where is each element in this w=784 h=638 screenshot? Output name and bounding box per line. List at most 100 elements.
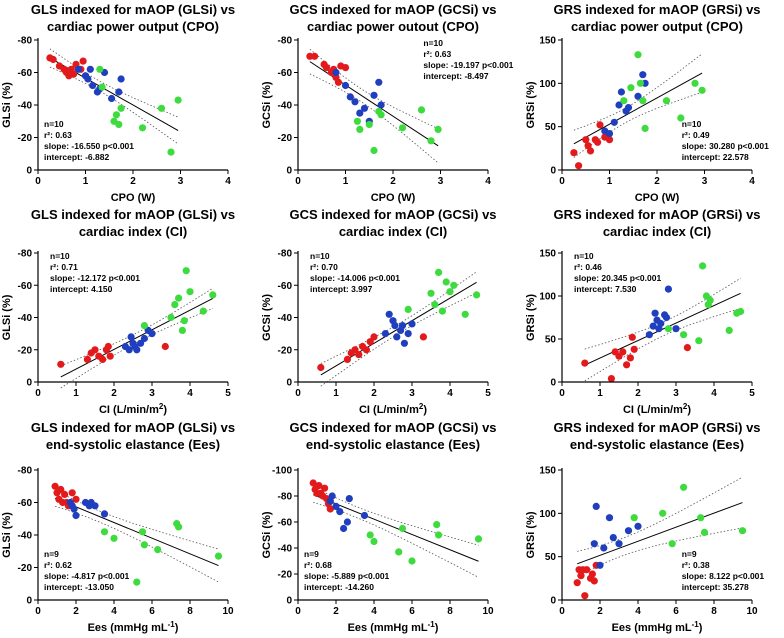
x-tick-label: 6	[673, 606, 679, 617]
y-axis-label: GCSi (%)	[261, 511, 273, 558]
data-point-red	[61, 490, 69, 498]
data-point-blue	[393, 333, 401, 341]
chart-title-line: cardiac index (CI)	[79, 224, 187, 239]
data-point-green	[446, 288, 454, 296]
x-tick-label: 1	[607, 176, 613, 187]
data-point-red	[596, 121, 604, 129]
data-point-green	[698, 86, 706, 94]
data-point-blue	[404, 330, 412, 338]
x-tick-label: 3	[702, 176, 708, 187]
chart-title-line: cardiac power outout (CPO)	[307, 19, 479, 34]
x-tick-label: 4	[711, 388, 717, 399]
x-tick-label: 2	[73, 606, 79, 617]
data-point-green	[695, 337, 703, 345]
stats-line: r²: 0.38	[682, 560, 710, 570]
data-point-green	[668, 540, 676, 548]
y-tick-label: -80	[278, 249, 293, 260]
x-tick-label: 4	[749, 176, 755, 187]
y-tick-label: 0	[26, 166, 32, 177]
data-point-blue	[377, 101, 385, 109]
y-tick-label: 150	[539, 466, 556, 477]
y-tick-label: -80	[18, 36, 33, 47]
stats-line: intercept: -14.260	[304, 582, 374, 592]
chart-title-line: GCS indexed for mAOP (GCSi) vs	[289, 207, 496, 222]
confidence-band-lower	[49, 66, 179, 145]
x-tick-label: 0	[295, 606, 301, 617]
data-point-green	[398, 124, 407, 132]
x-axis-label-part: CI (L/min/m	[623, 404, 683, 416]
chart-panel-1: GCS indexed for mAOP (GCSi) vs cardiac po…	[261, 2, 514, 204]
data-point-red	[104, 342, 112, 351]
data-point-green	[620, 97, 628, 105]
data-point-blue	[346, 93, 354, 101]
data-point-blue	[592, 502, 600, 510]
data-point-green	[641, 124, 649, 132]
data-point-green	[398, 524, 407, 533]
data-point-red	[594, 138, 602, 146]
chart-title-line: end-systolic elastance (Ees)	[570, 437, 744, 452]
data-point-green	[175, 294, 183, 302]
x-tick-label: 6	[149, 606, 155, 617]
chart-panel-5: GRS indexed for mAOP (GRSi) vs cardiac in…	[525, 207, 761, 416]
data-point-red	[309, 479, 317, 487]
x-tick-label: 8	[187, 606, 193, 617]
data-point-green	[699, 262, 707, 270]
x-axis-label-part: )	[175, 622, 179, 634]
x-axis-label: CI (L/min/m2)	[623, 402, 691, 416]
chart-title-line: GRS indexed for mAOP (GRSi) vs	[553, 2, 760, 17]
chart-title-line: GRS indexed for mAOP (GRSi) vs	[553, 420, 760, 435]
data-point-green	[737, 307, 745, 316]
x-axis-label: CPO (W)	[111, 192, 156, 204]
y-tick-label: 50	[545, 335, 557, 346]
data-point-red	[341, 64, 350, 72]
y-axis-label: GLSi (%)	[1, 82, 13, 128]
data-point-green	[662, 97, 671, 105]
regression-line	[584, 292, 741, 366]
data-point-blue	[391, 322, 399, 330]
data-point-green	[700, 528, 709, 537]
x-tick-label: 4	[111, 606, 117, 617]
data-point-green	[438, 307, 446, 315]
data-point-blue	[645, 331, 654, 339]
data-point-red	[99, 355, 107, 363]
y-tick-label: -80	[18, 466, 33, 477]
confidence-band-upper	[577, 476, 743, 552]
data-point-blue	[590, 540, 598, 548]
x-axis-label-part: CPO (W)	[635, 192, 680, 204]
data-point-green	[435, 531, 443, 539]
data-point-red	[588, 570, 597, 578]
confidence-band-lower	[309, 73, 439, 164]
data-point-blue	[148, 330, 156, 338]
x-tick-label: 4	[447, 388, 453, 399]
data-point-green	[636, 79, 645, 87]
data-point-green	[180, 317, 188, 325]
x-axis-label: CPO (W)	[371, 192, 416, 204]
data-point-green	[370, 537, 378, 546]
data-point-blue	[332, 502, 340, 510]
data-point-blue	[408, 320, 416, 328]
stats-line: n=9	[682, 549, 697, 559]
y-tick-label: -20	[278, 345, 293, 356]
data-point-blue	[398, 322, 407, 330]
y-tick-label: -100	[272, 466, 292, 477]
stats-line: r²: 0.70	[310, 262, 338, 272]
y-tick-label: 0	[550, 596, 556, 607]
data-point-green	[434, 125, 442, 133]
confidence-band-lower	[54, 505, 219, 583]
data-point-red	[577, 572, 585, 580]
data-point-blue	[634, 522, 642, 530]
y-tick-label: -20	[278, 133, 293, 144]
x-tick-label: 1	[333, 388, 339, 399]
stats-line: r²: 0.46	[574, 262, 602, 272]
data-point-green	[427, 137, 435, 145]
x-tick-label: 10	[222, 606, 234, 617]
data-point-green	[209, 291, 217, 299]
data-point-green	[634, 51, 642, 59]
data-point-blue	[89, 81, 97, 90]
confidence-band-upper	[54, 489, 219, 550]
data-point-red	[630, 345, 638, 353]
data-point-red	[79, 57, 87, 65]
y-axis-label: GRSi (%)	[525, 81, 537, 128]
x-axis-label: CI (L/min/m2)	[359, 402, 427, 416]
chart-panel-0: GLS indexed for mAOP (GLSi) vs cardiac po…	[1, 2, 235, 204]
